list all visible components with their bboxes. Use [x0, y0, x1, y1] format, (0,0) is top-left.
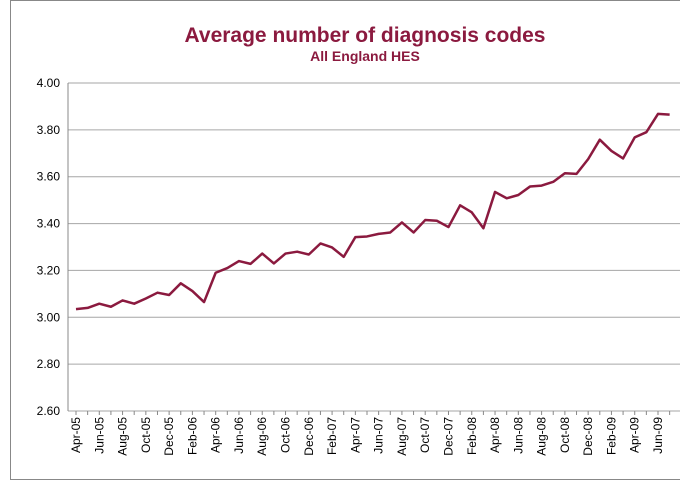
x-tick-label: Feb-08 — [465, 417, 479, 455]
x-tick-label: Dec-06 — [302, 417, 316, 456]
y-tick-label: 3.20 — [37, 263, 61, 277]
x-tick-label: Jun-06 — [232, 417, 246, 454]
x-tick-label: Aug-08 — [535, 417, 549, 456]
x-tick-label: Apr-08 — [488, 417, 502, 453]
x-tick-label: Apr-07 — [348, 417, 362, 453]
x-tick-label: Oct-06 — [279, 417, 293, 453]
y-tick-label: 3.00 — [37, 310, 61, 324]
x-tick-label: Feb-09 — [604, 417, 618, 455]
y-tick-label: 3.40 — [37, 217, 61, 231]
x-tick-label: Oct-07 — [418, 417, 432, 453]
chart-title: Average number of diagnosis codes — [185, 24, 546, 47]
x-tick-label: Dec-07 — [441, 417, 455, 456]
y-tick-label: 2.80 — [37, 357, 61, 371]
y-tick-label: 3.80 — [37, 123, 61, 137]
chart-border — [10, 0, 680, 480]
x-tick-label: Jun-07 — [372, 417, 386, 454]
chart-subtitle: All England HES — [310, 48, 420, 64]
x-tick-label: Jun-09 — [651, 417, 665, 454]
x-tick-label: Dec-08 — [581, 417, 595, 456]
x-tick-label: Apr-05 — [69, 417, 83, 453]
x-tick-label: Apr-06 — [209, 417, 223, 453]
x-tick-label: Apr-09 — [628, 417, 642, 453]
x-tick-label: Feb-06 — [185, 417, 199, 455]
x-tick-label: Oct-08 — [558, 417, 572, 453]
x-tick-label: Jun-05 — [92, 417, 106, 454]
line — [75, 112, 670, 311]
x-tick-label: Oct-05 — [139, 417, 153, 453]
x-tick-label: Aug-06 — [255, 417, 269, 456]
y-tick-label: 4.00 — [37, 76, 61, 90]
x-tick-label: Dec-05 — [162, 417, 176, 456]
x-tick-label: Feb-07 — [325, 417, 339, 455]
x-tick-label: Aug-05 — [116, 417, 130, 456]
y-tick-label: 2.60 — [37, 404, 61, 418]
y-tick-label: 3.60 — [37, 170, 61, 184]
x-tick-label: Aug-07 — [395, 417, 409, 456]
x-tick-label: Jun-08 — [511, 417, 525, 454]
